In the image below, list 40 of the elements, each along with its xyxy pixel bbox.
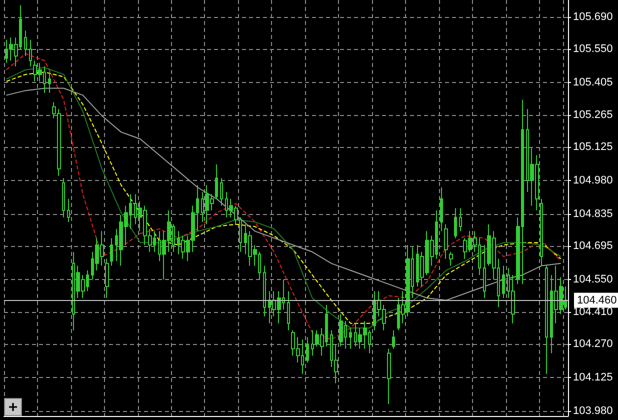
y-tick-label: 105.125 (573, 141, 613, 154)
candlestick (449, 251, 453, 266)
candlestick (105, 258, 109, 298)
candlestick (110, 238, 113, 266)
y-tick-label: 104.695 (573, 240, 613, 252)
candlestick (263, 265, 266, 317)
candlestick (454, 208, 457, 239)
candlestick (24, 30, 27, 57)
ref-line-label: 104.460 (577, 294, 617, 306)
y-tick-label: 104.125 (573, 372, 613, 384)
candlestick (502, 265, 505, 298)
y-tick-label: 105.550 (573, 43, 613, 56)
y-tick-label: 104.835 (573, 208, 613, 220)
candlestick (459, 208, 462, 232)
candlestick (440, 186, 443, 232)
y-tick-label: 104.550 (573, 274, 613, 286)
candlestick (48, 72, 51, 94)
y-tick-label: 105.405 (573, 76, 613, 89)
line-series (6, 88, 562, 301)
y-tick-label: 104.980 (573, 174, 613, 186)
candlestick (306, 336, 309, 364)
y-tick-label: 104.410 (573, 306, 613, 318)
y-tick-label: 104.270 (573, 338, 613, 350)
candlestick (387, 348, 391, 405)
candlestick (220, 178, 223, 206)
candlestick (67, 198, 70, 222)
y-tick-label: 105.265 (573, 108, 613, 121)
y-tick-label: 105.690 (573, 10, 613, 23)
candlestick (339, 314, 343, 347)
candlestick (349, 327, 352, 350)
candlestick (215, 164, 218, 200)
y-tick-label: 103.980 (573, 404, 613, 417)
candlestick (62, 178, 65, 218)
candlestick (392, 330, 395, 350)
candlestick (29, 39, 32, 67)
candlestick (287, 290, 290, 331)
candlestick (540, 198, 543, 266)
candlestick (444, 224, 448, 260)
candlestick (483, 244, 486, 298)
candlestick (545, 265, 548, 375)
